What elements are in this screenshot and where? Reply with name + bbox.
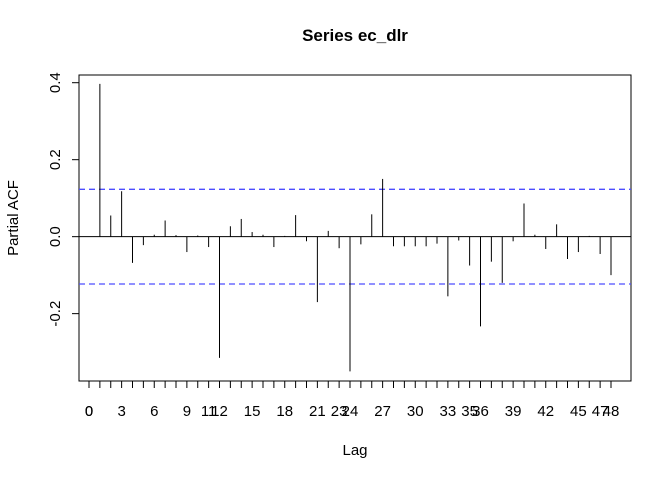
pacf-bars	[99, 83, 612, 372]
y-tick-label: 0.4	[47, 72, 64, 93]
x-tick-label: 39	[505, 403, 522, 420]
x-tick-label: 15	[244, 403, 261, 420]
x-tick-label: 0	[85, 403, 93, 420]
y-tick-label: -0.2	[47, 301, 64, 327]
x-tick-label: 21	[309, 403, 326, 420]
x-tick-label: 33	[440, 403, 457, 420]
x-tick-label: 42	[537, 403, 554, 420]
confidence-bounds	[79, 188, 631, 285]
x-tick-label: 12	[211, 403, 228, 420]
y-axis-label: Partial ACF	[5, 180, 22, 256]
x-tick-label: 27	[374, 403, 391, 420]
plot-box	[78, 74, 632, 382]
x-tick-label: 0	[85, 403, 93, 420]
plot-area	[78, 74, 632, 382]
x-tick-label: 35	[461, 403, 478, 420]
x-tick-label: 11	[201, 403, 217, 420]
x-tick-label: 48	[603, 403, 620, 420]
x-tick-label: 36	[472, 403, 489, 420]
x-tick-label: 45	[570, 403, 587, 420]
x-tick-label: 23	[331, 403, 348, 420]
x-tick-label: 24	[342, 403, 359, 420]
x-tick-label: 47	[592, 403, 609, 420]
x-tick-label: 18	[276, 403, 293, 420]
y-axis: -0.2 0.0 0.2 0.4	[47, 72, 80, 327]
x-tick-label: 30	[407, 403, 424, 420]
x-axis-label: Lag	[342, 442, 367, 459]
x-tick-label: 6	[150, 403, 158, 420]
y-tick-label: 0.2	[47, 149, 64, 170]
x-tick-label: 9	[183, 403, 191, 420]
y-tick-label: 0.0	[47, 226, 64, 247]
x-tick-label: 3	[117, 403, 125, 420]
chart-title: Series ec_dlr	[302, 26, 408, 45]
